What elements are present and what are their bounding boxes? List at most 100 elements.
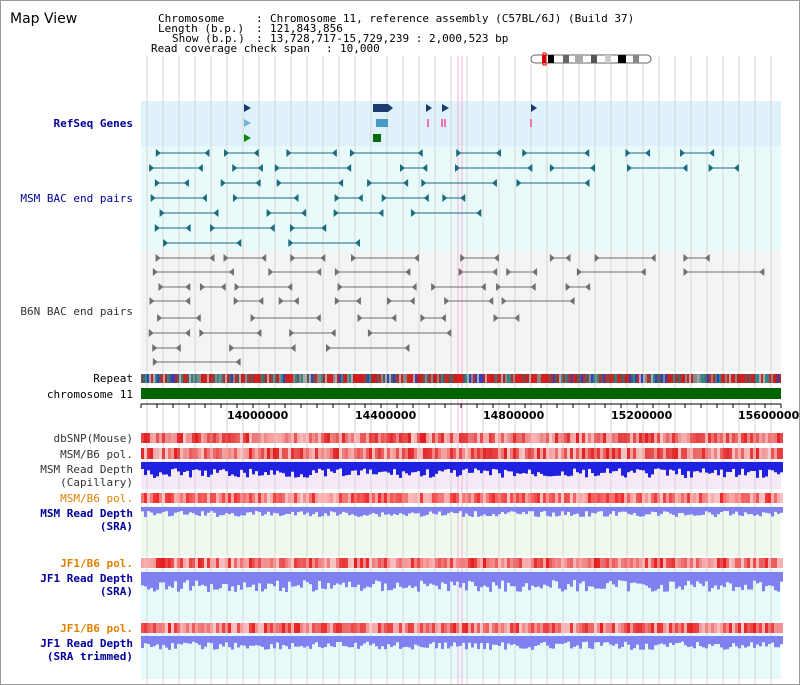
depth-bar: [567, 572, 570, 585]
heat-cell: [345, 558, 348, 568]
repeat-segment: [213, 374, 215, 383]
depth-bar: [570, 462, 573, 476]
heat-cell: [711, 493, 714, 503]
heat-cell: [489, 448, 492, 459]
repeat-segment: [563, 374, 565, 383]
heat-cell: [696, 623, 699, 633]
depth-bar: [255, 462, 258, 472]
depth-bar: [441, 636, 444, 650]
depth-bar: [780, 507, 783, 513]
track-label-msm-bac[interactable]: MSM BAC end pairs: [20, 192, 133, 205]
heat-cell: [360, 433, 363, 443]
depth-bar: [702, 636, 705, 648]
depth-bar: [222, 572, 225, 584]
heat-cell: [366, 623, 369, 633]
track-label-msm-depth-sra[interactable]: MSM Read Depth: [40, 507, 133, 520]
heat-cell: [237, 433, 240, 443]
repeat-segment: [177, 374, 179, 383]
depth-bar: [468, 507, 471, 516]
heat-cell: [483, 623, 486, 633]
b6n-bac-pair: [514, 314, 520, 322]
heat-cell: [489, 623, 492, 633]
heat-cell: [744, 493, 747, 503]
depth-bar: [525, 572, 528, 584]
repeat-segment: [763, 374, 765, 383]
heat-cell: [261, 448, 264, 459]
depth-bar: [267, 462, 270, 475]
track-label-b6n-bac[interactable]: B6N BAC end pairs: [20, 305, 133, 318]
depth-bar: [672, 636, 675, 645]
heat-cell: [210, 623, 213, 633]
heat-cell: [378, 623, 381, 633]
msm-bac-pair: [149, 164, 155, 172]
heat-cell: [348, 448, 351, 459]
heat-cell: [654, 493, 657, 503]
heat-cell: [702, 493, 705, 503]
b6n-bac-pair: [290, 254, 296, 262]
repeat-segment: [757, 374, 759, 383]
depth-bar: [378, 636, 381, 650]
depth-bar: [477, 572, 480, 592]
depth-bar: [288, 462, 291, 477]
repeat-segment: [449, 374, 451, 383]
repeat-segment: [143, 374, 145, 383]
repeat-segment: [707, 374, 709, 383]
axis-tick-label: 14400000: [355, 409, 417, 422]
depth-bar: [672, 572, 675, 582]
msm-bac-pair: [269, 224, 275, 232]
track-label-jf1-depth-sra[interactable]: JF1 Read Depth: [40, 572, 133, 585]
heat-cell: [141, 623, 144, 633]
heat-cell: [762, 623, 765, 633]
repeat-segment: [541, 374, 543, 383]
msm-bac-pair: [333, 209, 339, 217]
msm-bac-pair: [527, 164, 533, 172]
refseq-band: [141, 101, 781, 146]
depth-bar: [393, 572, 396, 589]
heat-cell: [399, 448, 402, 459]
depth-bar: [228, 572, 231, 592]
track-label-jf1-depth-trimmed[interactable]: JF1 Read Depth: [40, 637, 133, 650]
heat-cell: [294, 623, 297, 633]
depth-bar: [762, 636, 765, 643]
depth-bar: [264, 636, 267, 650]
depth-bar: [342, 572, 345, 583]
heat-cell: [153, 433, 156, 443]
depth-bar: [237, 462, 240, 478]
b6n-bac-pair: [199, 329, 205, 337]
depth-bar: [258, 572, 261, 584]
heat-cell: [453, 623, 456, 633]
depth-bar: [486, 462, 489, 471]
heat-cell: [372, 433, 375, 443]
heat-cell: [201, 493, 204, 503]
heat-cell: [615, 623, 618, 633]
track-label-refseq[interactable]: RefSeq Genes: [53, 117, 133, 130]
heat-cell: [579, 558, 582, 568]
heat-cell: [141, 493, 144, 503]
heat-cell: [555, 448, 558, 459]
heat-cell: [639, 433, 642, 443]
heat-cell: [714, 623, 717, 633]
heat-cell: [351, 433, 354, 443]
depth-bar: [438, 507, 441, 512]
heat-cell: [522, 433, 525, 443]
heat-cell: [303, 448, 306, 459]
repeat-segment: [631, 374, 633, 383]
repeat-segment: [333, 374, 335, 383]
depth-bar: [351, 462, 354, 471]
depth-bar: [444, 636, 447, 643]
depth-bar: [624, 507, 627, 512]
heat-cell: [765, 558, 768, 568]
heat-cell: [363, 558, 366, 568]
depth-bar: [342, 462, 345, 477]
msm-bac-pair: [423, 194, 429, 202]
repeat-segment: [591, 374, 593, 383]
depth-bar: [756, 507, 759, 515]
repeat-segment: [453, 374, 455, 383]
heat-cell: [453, 448, 456, 459]
heat-cell: [387, 493, 390, 503]
heat-cell: [177, 448, 180, 459]
depth-bar: [507, 572, 510, 583]
b6n-bac-pair: [185, 283, 191, 291]
heat-cell: [561, 433, 564, 443]
